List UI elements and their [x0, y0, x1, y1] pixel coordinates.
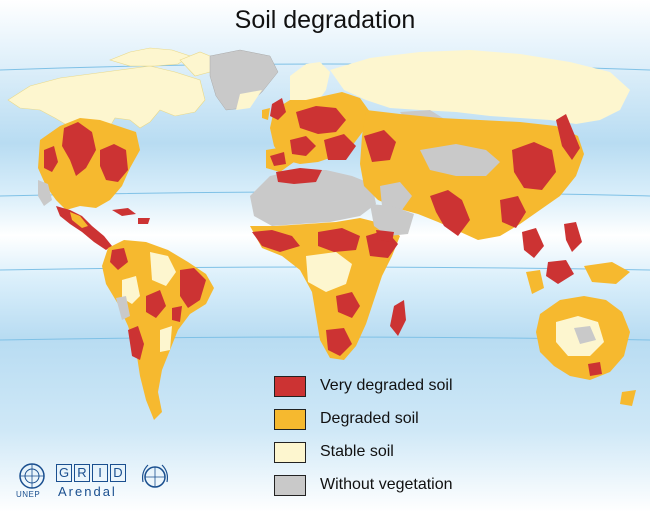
land-very-degraded — [326, 328, 352, 356]
land-degraded — [262, 108, 270, 120]
land-degraded — [70, 212, 88, 228]
land-very-degraded — [376, 230, 394, 242]
land-no-vegetation — [250, 170, 376, 226]
land-very-degraded — [296, 106, 346, 134]
europe — [262, 62, 370, 172]
land-very-degraded — [112, 208, 136, 216]
land-very-degraded — [390, 300, 406, 336]
land-very-degraded — [128, 326, 144, 360]
land-very-degraded — [324, 134, 356, 160]
land-no-vegetation — [420, 144, 500, 176]
land-very-degraded — [556, 114, 580, 160]
land-very-degraded — [270, 98, 286, 120]
unep-label: UNEP — [16, 490, 41, 499]
land-very-degraded — [546, 260, 574, 284]
land-stable — [290, 62, 330, 112]
land-no-vegetation — [38, 180, 52, 206]
south-america — [102, 240, 214, 420]
land-no-vegetation — [370, 204, 414, 236]
land-stable — [306, 252, 352, 292]
land-very-degraded — [62, 122, 96, 176]
legend-label: Stable soil — [320, 443, 394, 460]
land-no-vegetation — [380, 182, 412, 210]
land-very-degraded — [336, 292, 360, 318]
greenland-stable — [236, 90, 262, 110]
land-very-degraded — [588, 362, 602, 376]
land-very-degraded — [252, 230, 300, 252]
land-very-degraded — [172, 306, 182, 322]
asia — [330, 50, 630, 294]
land-very-degraded — [318, 228, 360, 252]
north-america — [7, 47, 216, 250]
grid-letter: I — [92, 464, 108, 482]
grid-letter: G — [56, 464, 72, 482]
legend-label: Very degraded soil — [320, 377, 453, 394]
land-very-degraded — [500, 196, 526, 228]
land-very-degraded — [290, 136, 316, 156]
unep-emblem-icon — [19, 463, 45, 489]
legend-swatch — [274, 442, 306, 463]
grid-letter: R — [74, 464, 90, 482]
legend-swatch — [274, 475, 306, 496]
land-very-degraded — [146, 290, 166, 318]
australia — [536, 296, 636, 406]
land-very-degraded — [138, 218, 150, 224]
land-very-degraded — [276, 168, 322, 184]
legend-swatch — [274, 376, 306, 397]
land-very-degraded — [44, 146, 58, 172]
land-very-degraded — [56, 206, 112, 250]
land-very-degraded — [522, 228, 544, 258]
grid-logo: G R I D — [56, 464, 126, 482]
grid-letter: D — [110, 464, 126, 482]
land-very-degraded — [564, 222, 582, 252]
legend-label: Degraded soil — [320, 410, 419, 427]
un-emblem-icon — [141, 464, 169, 488]
land-no-vegetation — [574, 326, 596, 344]
africa — [250, 168, 406, 360]
land-stable — [330, 50, 630, 124]
land-stable — [160, 326, 172, 352]
legend-swatch — [274, 409, 306, 430]
land-very-degraded — [110, 248, 128, 270]
land-degraded — [526, 270, 544, 294]
land-very-degraded — [270, 152, 286, 166]
land-very-degraded — [430, 190, 470, 236]
legend-label: Without vegetation — [320, 476, 453, 493]
land-degraded — [584, 262, 630, 284]
land-degraded — [620, 390, 636, 406]
land-very-degraded — [364, 130, 396, 162]
land-no-vegetation — [116, 296, 130, 320]
page-title: Soil degradation — [234, 6, 416, 34]
land-stable — [122, 276, 140, 304]
land-very-degraded — [180, 268, 206, 308]
land-very-degraded — [512, 142, 556, 190]
land-stable — [150, 252, 176, 286]
land-very-degraded — [100, 144, 128, 182]
arendal-label: Arendal — [58, 484, 117, 499]
logos: UNEP G R I D Arendal — [14, 462, 174, 502]
